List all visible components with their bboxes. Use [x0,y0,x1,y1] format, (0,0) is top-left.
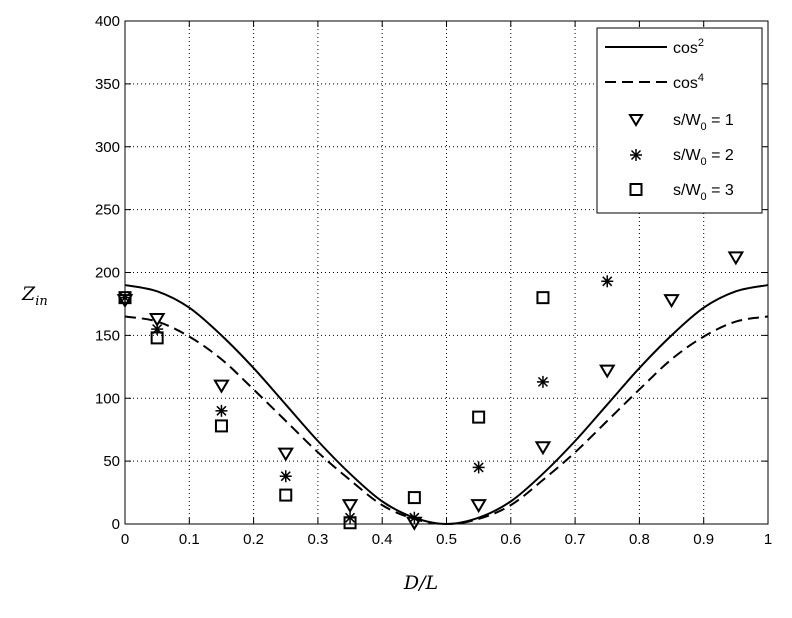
ticks [124,20,769,525]
point-star [215,404,228,417]
point-square [536,291,550,305]
x-tick-label: 0.6 [500,531,521,548]
legend: cos2 cos4 s/W0 = 1 s/W0 = 2 s/W0 = 3 [596,27,763,214]
point-triangle [148,313,166,327]
y-axis-title: Zin [21,283,48,309]
legend-swatch-triangle [628,114,644,127]
x-tick-label: 0.8 [629,531,650,548]
point-triangle [277,447,295,462]
y-tick-label: 400 [95,13,120,30]
x-axis-title: D/L [403,572,438,594]
legend-label-sw3-sub: 0 [701,191,707,203]
point-star [408,511,421,524]
x-tick-label: 1 [764,531,772,548]
point-triangle [727,251,745,266]
tick-labels: 0 0.1 0.2 0.3 0.4 0.5 0.6 0.7 0.8 0.9 105010015020… [95,13,772,548]
x-tick-label: 0.2 [243,531,264,548]
legend-label-cos2-sup: 2 [698,37,704,49]
legend-label-sw2-suffix: = 2 [707,147,734,164]
y-tick-label: 350 [95,76,120,93]
legend-label-cos4-main: cos [673,75,698,92]
point-triangle [213,379,230,394]
x-tick-label: 0.4 [372,531,393,548]
x-tick-label: 0.7 [565,531,586,548]
legend-label-sw3-main: s/W [673,182,701,199]
point-triangle [341,499,359,514]
point-star [536,375,549,388]
y-tick-label: 100 [95,390,120,407]
legend-label-sw1-suffix: = 1 [707,112,734,129]
legend-label-cos4-sup: 4 [698,72,704,84]
point-triangle [534,441,552,456]
point-star [601,275,614,288]
point-triangle [470,499,487,514]
y-axis-title-sub: in [35,294,48,309]
x-tick-label: 0.9 [693,531,714,548]
x-tick-label: 0.1 [179,531,200,548]
point-star [472,461,485,474]
legend-label-sw3-suffix: = 3 [707,182,734,199]
point-square [279,488,293,502]
legend-box [596,27,763,214]
y-tick-label: 150 [95,327,120,344]
point-star [279,470,292,483]
point-square [472,410,486,424]
legend-label-sw2-sub: 0 [701,156,707,168]
legend-label-sw1: s/W0 = 1 [673,112,734,133]
y-tick-label: 50 [103,453,120,470]
point-square [150,331,164,345]
point-square [214,419,228,433]
point-square [407,491,421,505]
legend-label-cos2: cos2 [673,37,704,57]
y-tick-label: 0 [112,516,120,533]
x-tick-label: 0.5 [436,531,457,548]
legend-label-cos2-main: cos [673,40,698,57]
y-tick-label: 300 [95,139,120,156]
point-triangle [663,294,680,309]
legend-label-sw3: s/W0 = 3 [673,182,734,203]
legend-label-sw1-sub: 0 [701,121,707,133]
y-axis-title-main: Z [21,283,36,305]
point-triangle [598,364,616,379]
legend-label-cos4: cos4 [673,72,704,92]
x-tick-label: 0.3 [307,531,328,548]
legend-swatch-square [629,183,643,196]
legend-swatch-star [630,149,642,161]
x-tick-label: 0 [121,531,129,548]
legend-label-sw1-main: s/W [673,112,701,129]
y-tick-label: 250 [95,202,120,219]
markers [116,251,745,531]
y-tick-label: 200 [95,265,120,282]
legend-label-sw2-main: s/W [673,147,701,164]
point-square [343,516,357,530]
legend-label-sw2: s/W0 = 2 [673,147,734,168]
